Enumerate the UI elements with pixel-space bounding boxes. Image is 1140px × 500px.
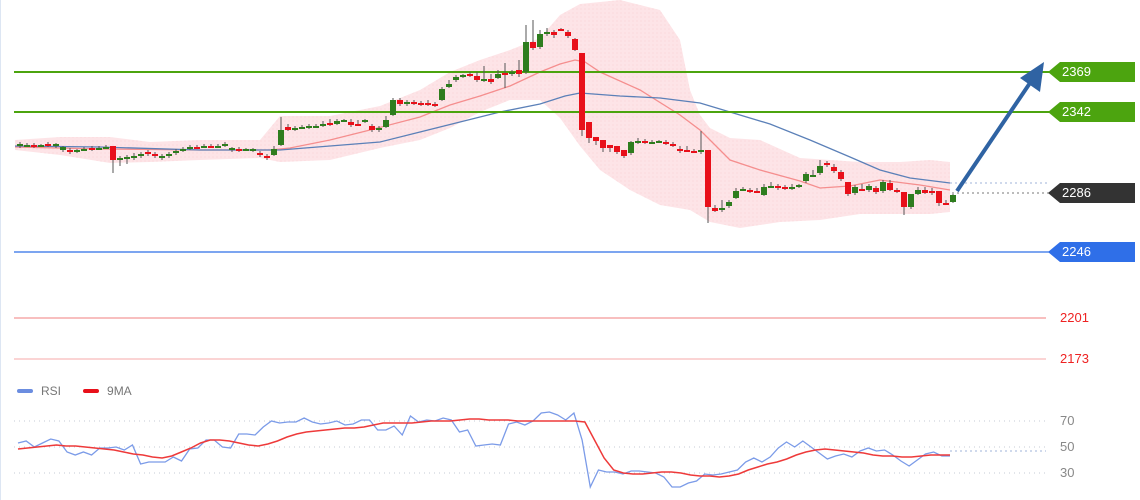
resistance-1-label: 2342 (1062, 104, 1091, 119)
rsi-tick-50: 50 (1060, 439, 1075, 454)
rsi-legend: RSI 9MA (17, 384, 146, 398)
chart-left-border (0, 0, 1, 500)
resistance-1-tag: 2342 (1048, 102, 1135, 122)
rsi-panel (14, 411, 1046, 490)
price-levels (14, 71, 1050, 360)
ma-swatch-icon (83, 389, 100, 393)
resistance-2-label: 2369 (1062, 64, 1091, 79)
support-tag: 2246 (1048, 242, 1135, 262)
resistance-2-tag: 2369 (1048, 62, 1135, 82)
moving-averages (14, 59, 951, 191)
rsi-swatch-icon (17, 389, 33, 393)
legend-9ma: 9MA (83, 384, 132, 398)
rsi-tick-30: 30 (1060, 465, 1075, 480)
rsi-tick-70: 70 (1060, 413, 1075, 428)
current-price-label: 2286 (1062, 185, 1091, 200)
legend-9ma-label: 9MA (107, 384, 132, 398)
candlesticks (17, 20, 956, 223)
target-1-label: 2201 (1060, 310, 1089, 325)
legend-rsi: RSI (17, 384, 61, 398)
legend-rsi-label: RSI (41, 384, 62, 398)
target-2-label: 2173 (1060, 351, 1089, 366)
bollinger-band (15, 0, 950, 228)
bullish-arrow-icon (955, 62, 1044, 193)
current-price-tag: 2286 (1048, 183, 1135, 203)
support-label: 2246 (1062, 244, 1091, 259)
